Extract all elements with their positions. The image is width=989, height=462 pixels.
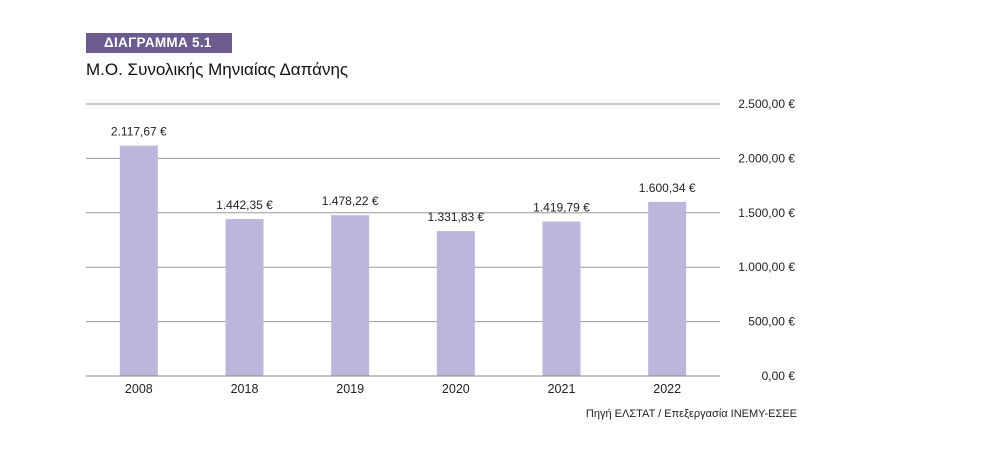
y-tick-label: 500,00 € — [748, 315, 795, 329]
data-label: 1.331,83 € — [427, 210, 484, 224]
figure-badge: ΔΙΑΓΡΑΜΜΑ 5.1 — [86, 33, 232, 53]
bar-2019 — [331, 215, 370, 376]
x-tick-label: 2022 — [653, 382, 681, 396]
chart-title: Μ.Ο. Συνολικής Μηνιαίας Δαπάνης — [86, 60, 349, 79]
x-tick-label: 2018 — [231, 382, 259, 396]
y-tick-label: 1.500,00 € — [738, 206, 795, 220]
bar-2018 — [225, 219, 264, 376]
data-label: 1.478,22 € — [322, 194, 379, 208]
y-tick-label: 2.000,00 € — [738, 151, 795, 165]
bar-2021 — [542, 221, 581, 376]
data-label: 1.419,79 € — [533, 201, 590, 215]
y-tick-label: 1.000,00 € — [738, 260, 795, 274]
bar-2020 — [436, 231, 475, 376]
data-label: 1.600,34 € — [639, 181, 696, 195]
x-tick-label: 2021 — [548, 382, 576, 396]
x-tick-label: 2020 — [442, 382, 470, 396]
y-tick-label: 0,00 € — [762, 369, 796, 383]
bar-2008 — [119, 145, 158, 376]
y-tick-label: 2.500,00 € — [738, 97, 795, 111]
x-tick-label: 2008 — [125, 382, 153, 396]
x-tick-label: 2019 — [336, 382, 364, 396]
data-label: 1.442,35 € — [216, 198, 273, 212]
bar-2022 — [648, 201, 687, 376]
source-note: Πηγή ΕΛΣΤΑΤ / Επεξεργασία ΙΝΕΜΥ-ΕΣΕΕ — [585, 408, 797, 420]
data-label: 2.117,67 € — [111, 125, 167, 139]
